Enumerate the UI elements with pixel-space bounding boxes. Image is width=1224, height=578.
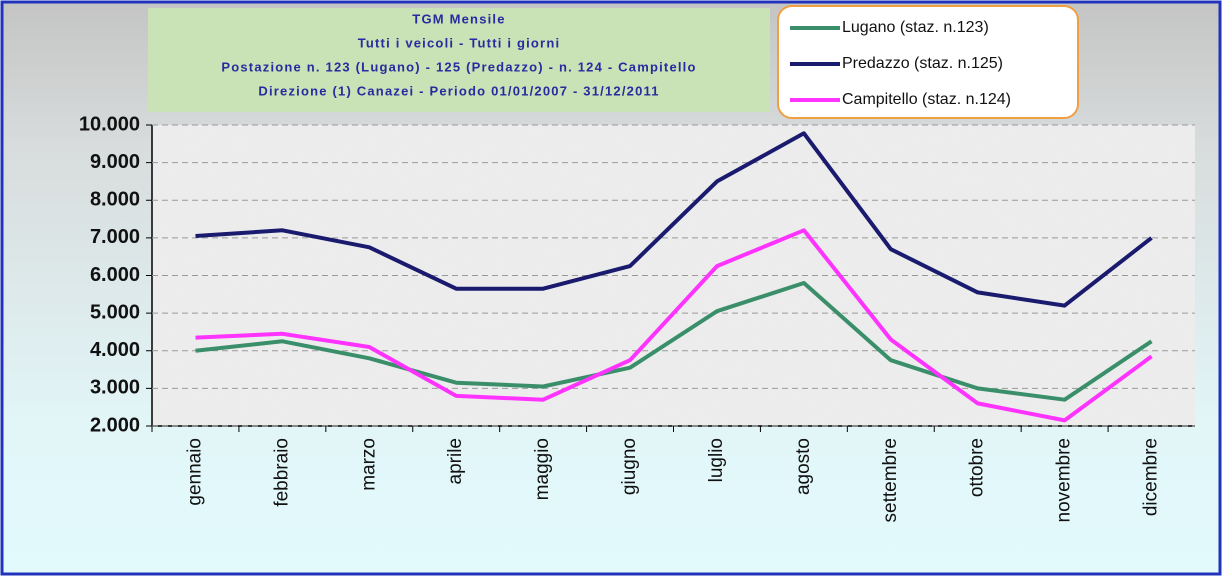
x-tick-label: luglio: [706, 438, 727, 482]
y-tick-label: 4.000: [90, 339, 140, 361]
y-tick-label: 3.000: [90, 377, 140, 399]
y-tick-label: 9.000: [90, 151, 140, 173]
legend-label: Lugano (staz. n.123): [842, 19, 989, 36]
x-tick-label: maggio: [532, 438, 553, 500]
x-tick-label: novembre: [1054, 438, 1075, 523]
chart-title: Postazione n. 123 (Lugano) - 125 (Predaz…: [221, 59, 696, 74]
x-tick-label: aprile: [445, 438, 466, 484]
chart-title: Direzione (1) Canazei - Periodo 01/01/20…: [258, 83, 659, 98]
legend-label: Campitello (staz. n.124): [842, 91, 1011, 108]
y-tick-label: 8.000: [90, 189, 140, 211]
legend-box: [777, 5, 1079, 119]
x-tick-label: giugno: [619, 438, 640, 495]
chart-title: TGM Mensile: [412, 11, 505, 26]
legend-label: Predazzo (staz. n.125): [842, 55, 1003, 72]
y-tick-label: 7.000: [90, 226, 140, 248]
series-line: [195, 131, 1153, 308]
x-tick-label: gennaio: [184, 438, 205, 506]
x-tick-label: marzo: [358, 438, 379, 491]
x-tick-label: dicembre: [1141, 438, 1162, 516]
x-tick-label: ottobre: [967, 438, 988, 497]
x-tick-label: settembre: [880, 438, 901, 522]
y-tick-label: 5.000: [90, 301, 140, 323]
title-box: [148, 8, 770, 112]
series-line: [195, 281, 1153, 402]
chart-title: Tutti i veicoli - Tutti i giorni: [358, 35, 561, 50]
y-tick-label: 10.000: [79, 113, 140, 135]
y-tick-label: 2.000: [90, 414, 140, 436]
y-tick-label: 6.000: [90, 264, 140, 286]
x-tick-label: febbraio: [271, 438, 292, 507]
x-tick-label: agosto: [793, 438, 814, 495]
series-line: [195, 228, 1153, 423]
